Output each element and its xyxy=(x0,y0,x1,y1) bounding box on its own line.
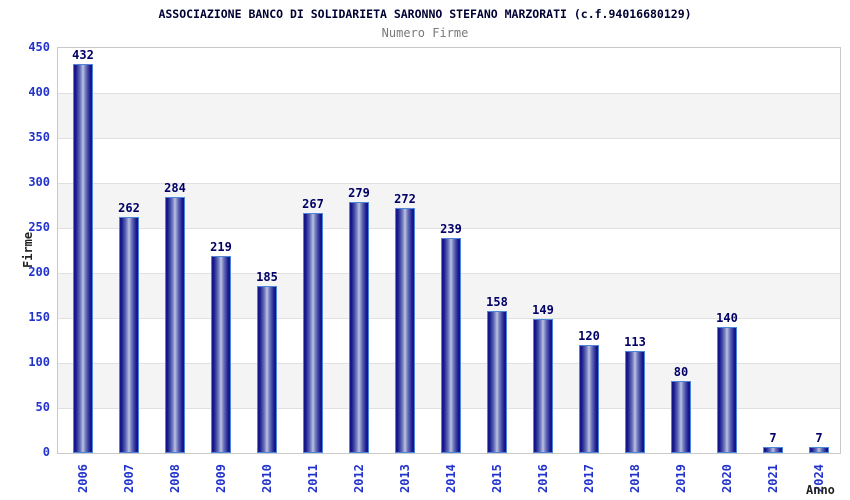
x-tick-label-2006: 2006 xyxy=(75,464,90,493)
bar-2013 xyxy=(395,208,415,453)
y-tick-label: 200 xyxy=(28,265,50,279)
bar-value-label: 219 xyxy=(210,240,232,254)
bar-value-label: 432 xyxy=(72,48,94,62)
plot-band xyxy=(58,138,840,183)
bar-2017 xyxy=(579,345,599,453)
y-tick-label: 0 xyxy=(42,445,50,459)
bar-2006 xyxy=(73,64,93,453)
bar-value-label: 7 xyxy=(769,431,777,445)
bar-value-label: 149 xyxy=(532,303,554,317)
bar-2014 xyxy=(441,238,461,453)
bar-value-label: 272 xyxy=(394,192,416,206)
y-tick-label: 400 xyxy=(28,85,50,99)
x-tick-label-2007: 2007 xyxy=(121,464,136,493)
plot-band xyxy=(58,48,840,93)
bar-value-label: 267 xyxy=(302,197,324,211)
x-tick-label-2019: 2019 xyxy=(673,464,688,493)
bar-value-label: 7 xyxy=(815,431,823,445)
bar-2015 xyxy=(487,311,507,453)
y-tick-label: 250 xyxy=(28,220,50,234)
bar-2008 xyxy=(165,197,185,453)
chart-subtitle: Numero Firme xyxy=(381,26,469,40)
y-tick-label: 300 xyxy=(28,175,50,189)
x-tick-label-2017: 2017 xyxy=(581,464,596,493)
chart-title: ASSOCIAZIONE BANCO DI SOLIDARIETA SARONN… xyxy=(158,7,692,21)
bar-value-label: 140 xyxy=(716,311,738,325)
x-tick-label-2018: 2018 xyxy=(627,464,642,493)
bar-value-label: 120 xyxy=(578,329,600,343)
bar-2020 xyxy=(717,327,737,453)
bar-value-label: 262 xyxy=(118,201,140,215)
y-tick-label: 150 xyxy=(28,310,50,324)
x-tick-label-2011: 2011 xyxy=(305,464,320,493)
x-tick-label-2013: 2013 xyxy=(397,464,412,493)
x-tick-label-2015: 2015 xyxy=(489,464,504,493)
bar-2007 xyxy=(119,217,139,453)
x-tick-label-2014: 2014 xyxy=(443,464,458,493)
bar-2012 xyxy=(349,202,369,453)
y-tick-label: 350 xyxy=(28,130,50,144)
bar-value-label: 113 xyxy=(624,335,646,349)
x-axis-title: Anno xyxy=(806,483,835,497)
x-tick-label-2008: 2008 xyxy=(167,464,182,493)
bar-value-label: 239 xyxy=(440,222,462,236)
x-tick-label-2020: 2020 xyxy=(719,464,734,493)
plot-band xyxy=(58,183,840,228)
bar-2016 xyxy=(533,319,553,453)
bar-2019 xyxy=(671,381,691,453)
y-tick-label: 100 xyxy=(28,355,50,369)
bar-2009 xyxy=(211,256,231,453)
x-tick-label-2009: 2009 xyxy=(213,464,228,493)
plot-area: 432 262 284 219 185 267 279 272 239 158 149 120 113 8… xyxy=(57,47,841,454)
bar-value-label: 80 xyxy=(673,365,689,379)
y-tick-label: 450 xyxy=(28,40,50,54)
bar-2021 xyxy=(763,447,783,453)
bar-2024 xyxy=(809,447,829,453)
x-tick-label-2021: 2021 xyxy=(765,464,780,493)
bar-value-label: 185 xyxy=(256,270,278,284)
x-tick-label-2016: 2016 xyxy=(535,464,550,493)
plot-band xyxy=(58,93,840,138)
y-tick-label: 50 xyxy=(35,400,50,414)
bar-2018 xyxy=(625,351,645,453)
bar-value-label: 284 xyxy=(164,181,186,195)
x-tick-label-2010: 2010 xyxy=(259,464,274,493)
y-axis-title: Firme xyxy=(21,231,35,268)
bar-2010 xyxy=(257,286,277,453)
bar-value-label: 279 xyxy=(348,186,370,200)
x-tick-label-2012: 2012 xyxy=(351,464,366,493)
bar-value-label: 158 xyxy=(486,295,508,309)
bar-2011 xyxy=(303,213,323,453)
